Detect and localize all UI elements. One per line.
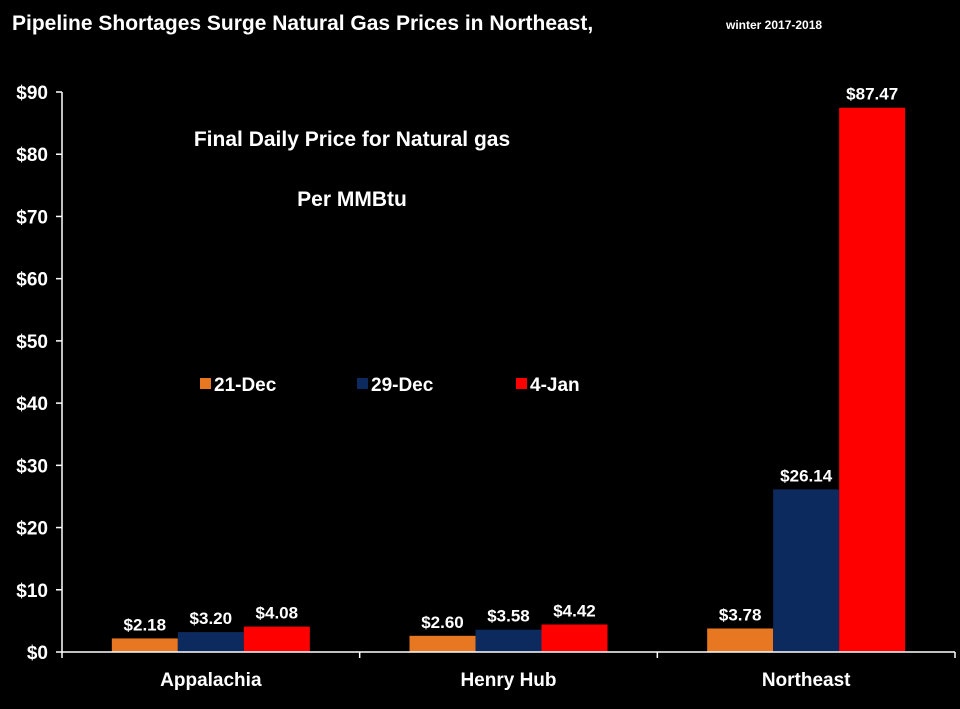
bar bbox=[707, 628, 774, 652]
y-tick-label: $10 bbox=[16, 581, 48, 602]
legend-swatch bbox=[200, 378, 211, 389]
legend-swatch bbox=[516, 378, 527, 389]
legend-swatch bbox=[357, 378, 368, 389]
x-tick-label: Northeast bbox=[762, 670, 851, 691]
x-axis: Appalachia Henry Hub Northeast bbox=[61, 651, 956, 691]
legend-label: 29-Dec bbox=[371, 375, 434, 396]
legend-label: 21-Dec bbox=[214, 375, 277, 396]
bar bbox=[773, 489, 840, 652]
data-label: $4.42 bbox=[553, 601, 596, 620]
y-tick-label: $80 bbox=[16, 145, 48, 166]
x-tick-label: Appalachia bbox=[160, 670, 262, 691]
data-label: $4.08 bbox=[256, 604, 299, 623]
data-label: $87.47 bbox=[846, 85, 898, 104]
y-tick-label: $30 bbox=[16, 456, 48, 477]
y-tick-label: $40 bbox=[16, 394, 48, 415]
bar bbox=[839, 107, 906, 652]
legend-label: 4-Jan bbox=[530, 375, 580, 396]
chart-title: Pipeline Shortages Surge Natural Gas Pri… bbox=[12, 12, 593, 35]
bar bbox=[177, 632, 244, 652]
data-label: $2.60 bbox=[421, 613, 464, 632]
data-label: $26.14 bbox=[780, 466, 833, 485]
data-labels: $2.18 $3.20 $4.08 $2.60 $3.58 $4.42 $3.78 $26.1… bbox=[124, 85, 899, 635]
data-label: $3.78 bbox=[719, 605, 762, 624]
data-label: $3.20 bbox=[190, 609, 233, 628]
bar bbox=[475, 629, 542, 652]
x-tick-label: Henry Hub bbox=[460, 670, 556, 691]
y-tick-label: $20 bbox=[16, 519, 48, 540]
bars bbox=[111, 107, 906, 652]
y-tick-label: $60 bbox=[16, 270, 48, 291]
y-tick-label: $90 bbox=[16, 83, 48, 104]
y-tick-label: $50 bbox=[16, 332, 48, 353]
y-tick-label: $0 bbox=[27, 643, 48, 664]
y-tick-label: $70 bbox=[16, 207, 48, 228]
data-label: $2.18 bbox=[124, 615, 167, 634]
bar bbox=[111, 638, 178, 652]
bar bbox=[409, 635, 476, 652]
chart-annotation-line1: Final Daily Price for Natural gas bbox=[194, 128, 510, 151]
chart-title-suffix: winter 2017-2018 bbox=[725, 18, 822, 32]
chart-annotation-line2: Per MMBtu bbox=[297, 188, 407, 211]
bar bbox=[243, 626, 310, 652]
y-axis: $0 $10 $20 $30 $40 $50 $60 $70 $80 $90 bbox=[16, 83, 63, 664]
data-label: $3.58 bbox=[487, 607, 530, 626]
bar bbox=[541, 624, 608, 652]
legend: 21-Dec 29-Dec 4-Jan bbox=[200, 375, 580, 396]
